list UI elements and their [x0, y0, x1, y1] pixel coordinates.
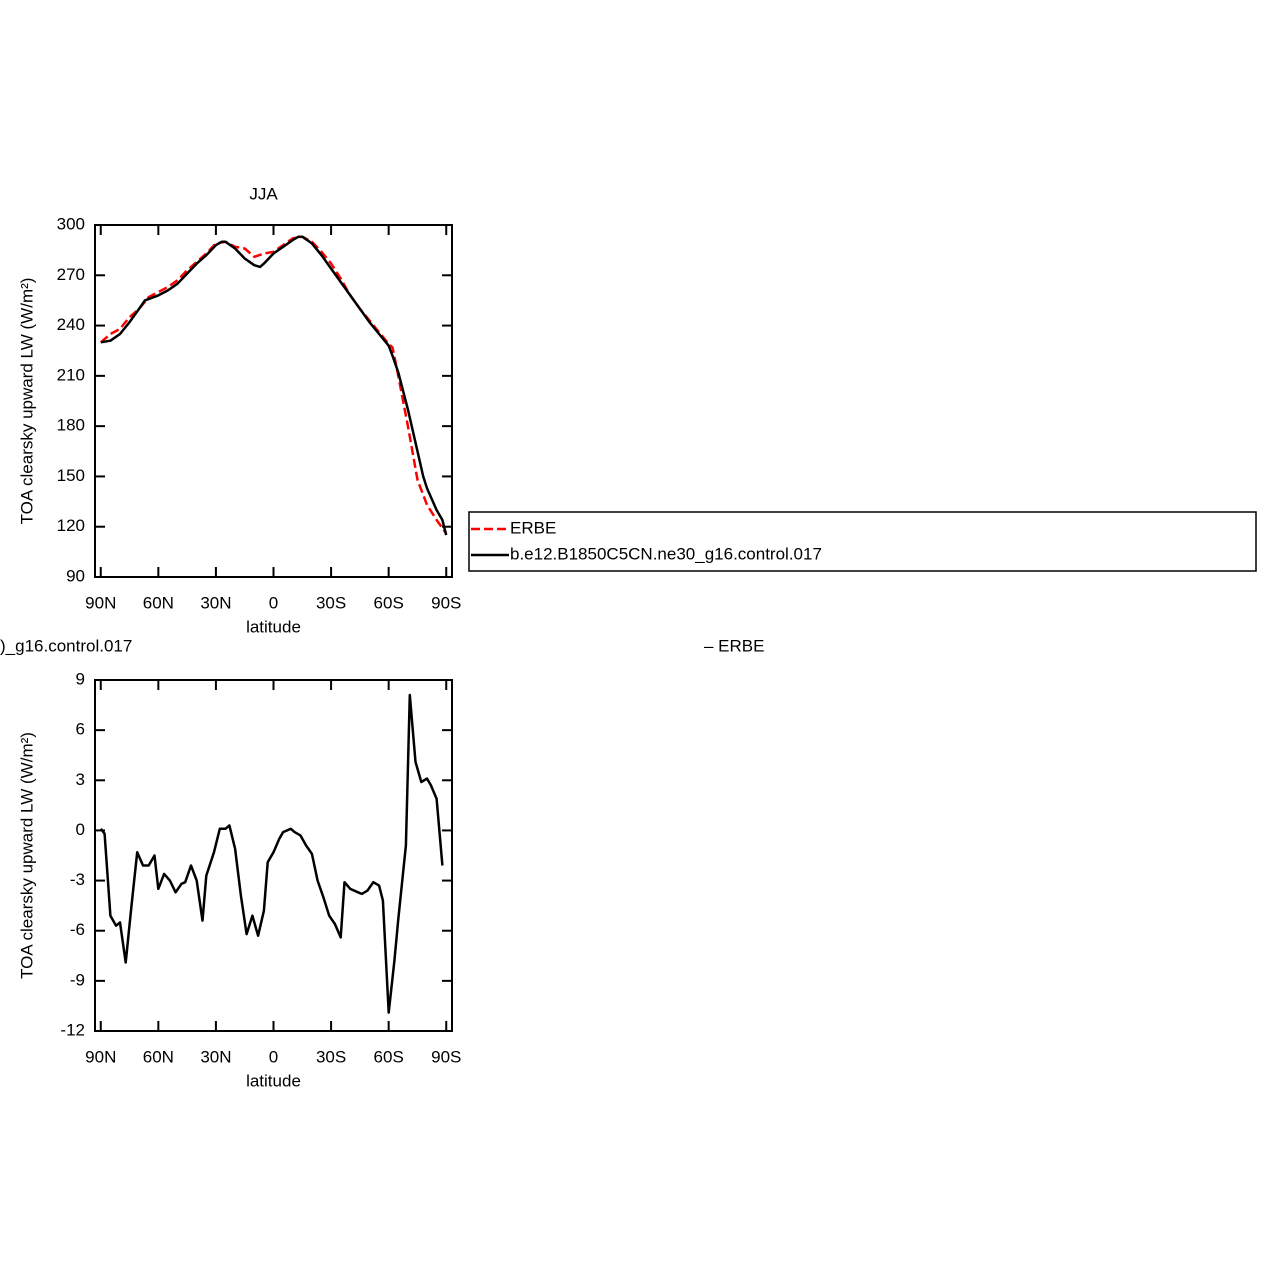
y-tick-label: 300	[57, 214, 85, 233]
x-tick-label: 0	[269, 593, 278, 612]
chart-title: JJA	[249, 184, 278, 203]
y-tick-label: -9	[70, 970, 85, 989]
y-tick-label: 3	[76, 770, 85, 789]
legend-label: ERBE	[510, 518, 556, 537]
chart-title: )_g16.control.017	[0, 636, 132, 655]
y-tick-label: 0	[76, 820, 85, 839]
x-tick-label: 30S	[316, 1047, 346, 1066]
x-tick-label: 90N	[85, 1047, 116, 1066]
y-tick-label: 9	[76, 669, 85, 688]
y-tick-label: 90	[66, 566, 85, 585]
y-tick-label: 120	[57, 516, 85, 535]
data-line	[99, 693, 444, 1014]
y-tick-label: 6	[76, 720, 85, 739]
y-tick-label: 240	[57, 315, 85, 334]
y-tick-label: 210	[57, 365, 85, 384]
data-line	[100, 235, 448, 536]
y-tick-label: -3	[70, 870, 85, 889]
x-tick-label: 30N	[200, 593, 231, 612]
x-tick-label: 90S	[431, 1047, 461, 1066]
x-tick-label: 60N	[143, 1047, 174, 1066]
y-tick-label: 150	[57, 466, 85, 485]
y-axis-label: TOA clearsky upward LW (W/m²)	[17, 278, 36, 525]
x-tick-label: 0	[269, 1047, 278, 1066]
y-tick-label: -12	[60, 1020, 85, 1039]
y-axis-label: TOA clearsky upward LW (W/m²)	[17, 732, 36, 979]
x-tick-label: 30N	[200, 1047, 231, 1066]
data-line	[99, 235, 448, 535]
y-tick-label: 270	[57, 265, 85, 284]
chart-title: – ERBE	[704, 636, 764, 655]
x-tick-label: 90N	[85, 593, 116, 612]
x-tick-label: 60S	[374, 1047, 404, 1066]
plot-frame	[94, 224, 453, 578]
legend-label: b.e12.B1850C5CN.ne30_g16.control.017	[510, 544, 822, 563]
x-axis-label: latitude	[246, 617, 301, 636]
x-tick-label: 90S	[431, 593, 461, 612]
plot-frame	[94, 679, 453, 1032]
x-tick-label: 60S	[374, 593, 404, 612]
x-axis-label: latitude	[246, 1071, 301, 1090]
x-tick-label: 60N	[143, 593, 174, 612]
legend-box	[468, 511, 1257, 572]
y-tick-label: 180	[57, 416, 85, 435]
y-tick-label: -6	[70, 920, 85, 939]
x-tick-label: 30S	[316, 593, 346, 612]
